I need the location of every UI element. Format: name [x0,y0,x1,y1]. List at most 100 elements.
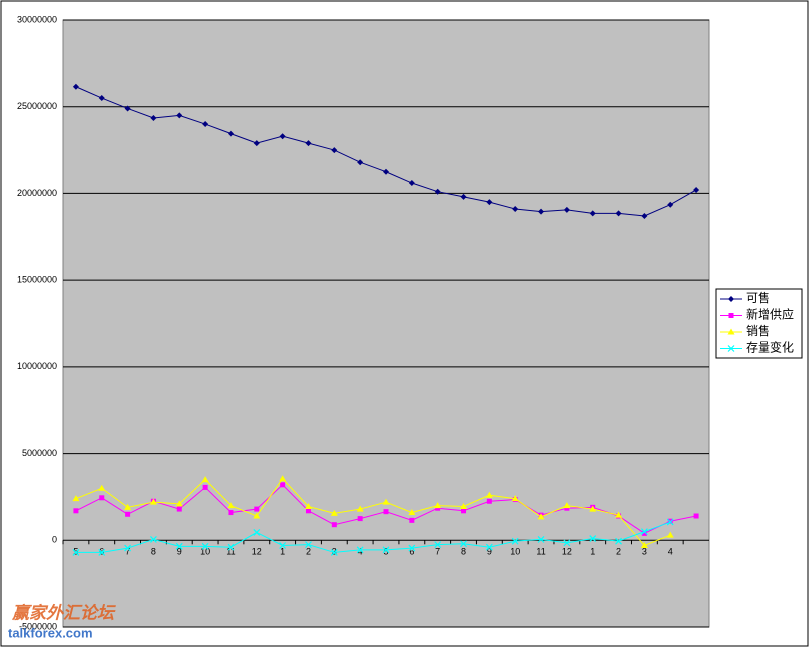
data-point [356,505,364,512]
x-tick-label: 2 [616,547,621,557]
data-point [72,549,80,556]
data-point [383,168,389,175]
data-point [486,199,493,206]
data-point [641,212,648,219]
x-tick-label: 4 [668,547,673,557]
x-tick-label: 8 [151,547,156,557]
y-tick-label: 5000000 [22,448,57,458]
data-point [176,112,183,119]
data-point [201,542,209,550]
legend-label: 存量变化 [746,340,794,355]
x-tick-label: 10 [200,547,210,557]
data-point [615,210,622,217]
x-tick-label: 8 [461,547,466,557]
data-point [666,531,674,538]
data-point [589,210,596,217]
x-tick-label: 6 [409,547,414,557]
data-point [537,535,545,543]
legend-marker [727,345,735,352]
watermark-text: 赢家外汇论坛 [11,603,116,622]
data-point [460,193,467,200]
data-point [615,511,623,518]
data-point [485,543,493,551]
data-point [408,509,416,516]
data-point [227,130,234,137]
legend-label: 可售 [746,290,770,305]
data-point [150,114,157,121]
data-point [124,544,132,552]
data-point [667,201,674,208]
data-point [150,535,157,543]
y-tick-label: 15000000 [17,275,57,285]
y-tick-label: 0 [52,535,57,545]
legend-marker [728,313,734,318]
y-tick-label: 20000000 [17,188,57,198]
y-tick-label: -5000000 [19,621,57,631]
data-point [330,549,338,556]
x-tick-label: 12 [252,547,262,557]
legend-marker [727,328,735,335]
data-point [434,188,441,195]
x-tick-label: 1 [590,547,595,557]
data-point [175,500,183,507]
x-tick-label: 3 [642,547,647,557]
x-tick-label: 11 [226,547,235,557]
data-point [563,539,571,547]
data-point [409,517,415,523]
series-line [75,477,671,547]
data-point [253,529,261,536]
y-tick-label: 10000000 [17,361,57,371]
data-point [331,147,338,154]
data-point [589,535,597,542]
data-point [279,542,287,549]
data-point [511,495,519,502]
data-point [537,513,545,520]
y-tick-label: 25000000 [17,101,57,111]
data-point [149,498,157,505]
data-point [279,475,287,482]
data-point [357,516,363,522]
data-point [461,508,467,514]
data-point [228,510,234,516]
data-point [563,206,570,213]
data-point [589,505,597,512]
data-point [305,541,312,549]
data-point [382,498,390,505]
legend-label: 新增供应 [746,307,794,322]
data-point [305,140,312,147]
data-point [253,512,261,519]
data-point [176,506,182,512]
data-point [202,121,209,128]
legend-marker [728,296,734,302]
x-tick-label: 7 [435,547,440,557]
data-point [485,491,493,498]
data-point [227,543,235,551]
data-point [331,522,337,528]
data-point [357,159,364,166]
x-tick-label: 7 [125,547,130,557]
data-point [99,495,105,501]
data-point [73,508,79,514]
data-point [175,542,183,550]
data-point [253,140,260,147]
x-tick-label: 5 [383,547,388,557]
data-point [201,476,209,483]
x-tick-label: 12 [562,547,572,557]
data-point [124,503,132,510]
data-point [330,509,338,516]
data-point [460,502,468,509]
x-tick-label: 4 [358,547,363,557]
x-tick-label: 11 [536,547,545,557]
series-line [75,521,671,553]
legend-label: 销售 [746,323,770,338]
data-point [434,541,442,549]
plot-area [62,19,710,628]
data-point [72,495,80,502]
data-point [72,83,79,90]
y-tick-label: 30000000 [17,14,57,24]
x-tick-label: 9 [177,547,182,557]
data-point [563,502,571,509]
data-point [98,484,106,491]
data-point [125,511,131,517]
